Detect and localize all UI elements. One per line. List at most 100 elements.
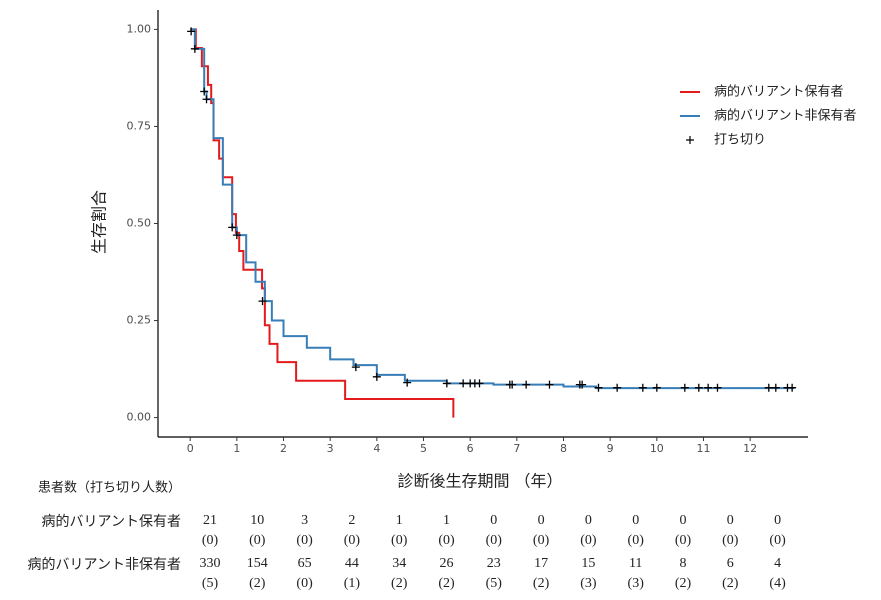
legend-label: 打ち切り bbox=[714, 133, 766, 148]
censored: (0) bbox=[438, 533, 455, 548]
censor-mark bbox=[594, 383, 603, 392]
at-risk: 11 bbox=[629, 556, 642, 571]
censor-mark bbox=[508, 380, 517, 389]
censored: (0) bbox=[533, 533, 550, 548]
censored: (0) bbox=[486, 533, 503, 548]
x-tick-label: 8 bbox=[560, 442, 567, 455]
at-risk: 44 bbox=[345, 556, 359, 571]
x-tick-label: 5 bbox=[420, 442, 427, 455]
censor-mark bbox=[522, 380, 531, 389]
censored: (2) bbox=[675, 576, 692, 591]
legend-label: 病的バリアント非保有者 bbox=[714, 108, 856, 124]
at-risk: 330 bbox=[200, 556, 221, 571]
y-tick-label: 0.00 bbox=[127, 411, 152, 424]
at-risk: 17 bbox=[534, 556, 548, 571]
at-risk: 26 bbox=[440, 556, 454, 571]
censor-mark bbox=[764, 383, 773, 392]
censored: (0) bbox=[580, 533, 597, 548]
at-risk: 34 bbox=[392, 556, 406, 571]
survival-curve bbox=[190, 28, 795, 390]
at-risk: 23 bbox=[487, 556, 501, 571]
table-title: 患者数（打ち切り人数） bbox=[38, 481, 181, 496]
censored: (2) bbox=[533, 576, 550, 591]
censor-mark bbox=[475, 379, 484, 388]
censor-mark bbox=[351, 363, 360, 372]
censored: (2) bbox=[391, 576, 408, 591]
censor-mark bbox=[232, 231, 241, 240]
censor-mark bbox=[258, 297, 267, 306]
at-risk: 6 bbox=[727, 556, 734, 571]
censor-mark bbox=[652, 383, 661, 392]
x-tick-label: 7 bbox=[513, 442, 520, 455]
censored: (0) bbox=[722, 533, 739, 548]
censor-mark bbox=[638, 383, 647, 392]
censored: (0) bbox=[391, 533, 408, 548]
censored: (0) bbox=[296, 576, 313, 591]
at-risk: 1 bbox=[443, 513, 450, 528]
x-tick-label: 6 bbox=[467, 442, 474, 455]
at-risk: 3 bbox=[301, 513, 308, 528]
x-tick-label: 4 bbox=[373, 442, 380, 455]
censor-mark bbox=[202, 95, 211, 104]
x-axis-label: 診断後生存期間 （年） bbox=[397, 472, 562, 491]
at-risk: 65 bbox=[298, 556, 312, 571]
censored: (2) bbox=[249, 576, 266, 591]
y-tick-label: 0.25 bbox=[127, 314, 152, 327]
survival-curve bbox=[190, 28, 455, 418]
at-risk: 0 bbox=[490, 513, 497, 528]
censored: (0) bbox=[249, 533, 266, 548]
censored: (0) bbox=[628, 533, 645, 548]
censor-mark bbox=[190, 44, 199, 53]
row-label: 病的バリアント非保有者 bbox=[28, 557, 181, 573]
y-tick-label: 1.00 bbox=[127, 22, 152, 35]
at-risk: 4 bbox=[774, 556, 781, 571]
censored: (3) bbox=[580, 576, 597, 591]
censored: (2) bbox=[438, 576, 455, 591]
censored: (2) bbox=[722, 576, 739, 591]
x-tick-label: 9 bbox=[607, 442, 614, 455]
x-tick-label: 3 bbox=[327, 442, 334, 455]
censor-mark bbox=[545, 380, 554, 389]
y-tick-label: 0.75 bbox=[127, 119, 152, 132]
at-risk: 154 bbox=[247, 556, 268, 571]
censor-mark bbox=[680, 383, 689, 392]
at-risk: 21 bbox=[203, 513, 217, 528]
at-risk: 1 bbox=[396, 513, 403, 528]
censor-mark bbox=[578, 380, 587, 389]
censor-mark bbox=[788, 383, 797, 392]
row-label: 病的バリアント保有者 bbox=[42, 514, 181, 530]
at-risk: 0 bbox=[585, 513, 592, 528]
censor-mark bbox=[228, 223, 237, 232]
censored: (4) bbox=[769, 576, 786, 591]
censor-mark bbox=[713, 383, 722, 392]
censor-mark bbox=[403, 378, 412, 387]
x-tick-label: 2 bbox=[280, 442, 287, 455]
at-risk: 2 bbox=[348, 513, 355, 528]
x-tick-label: 10 bbox=[650, 442, 664, 455]
x-tick-label: 11 bbox=[696, 442, 710, 455]
at-risk: 8 bbox=[680, 556, 687, 571]
censor-mark bbox=[694, 383, 703, 392]
censored: (0) bbox=[296, 533, 313, 548]
censored: (5) bbox=[202, 576, 219, 591]
censor-mark bbox=[200, 87, 209, 96]
censor-mark bbox=[771, 383, 780, 392]
at-risk: 15 bbox=[581, 556, 595, 571]
censor-mark bbox=[187, 27, 196, 36]
x-tick-label: 12 bbox=[743, 442, 757, 455]
censored: (5) bbox=[486, 576, 503, 591]
legend-swatch bbox=[686, 136, 694, 144]
at-risk: 0 bbox=[680, 513, 687, 528]
censored: (3) bbox=[628, 576, 645, 591]
legend-label: 病的バリアント保有者 bbox=[714, 84, 843, 100]
at-risk: 0 bbox=[538, 513, 545, 528]
censor-mark bbox=[459, 379, 468, 388]
censored: (0) bbox=[675, 533, 692, 548]
at-risk: 0 bbox=[632, 513, 639, 528]
at-risk: 10 bbox=[250, 513, 264, 528]
at-risk: 0 bbox=[774, 513, 781, 528]
x-tick-label: 0 bbox=[187, 442, 194, 455]
at-risk: 0 bbox=[727, 513, 734, 528]
censor-mark bbox=[704, 383, 713, 392]
